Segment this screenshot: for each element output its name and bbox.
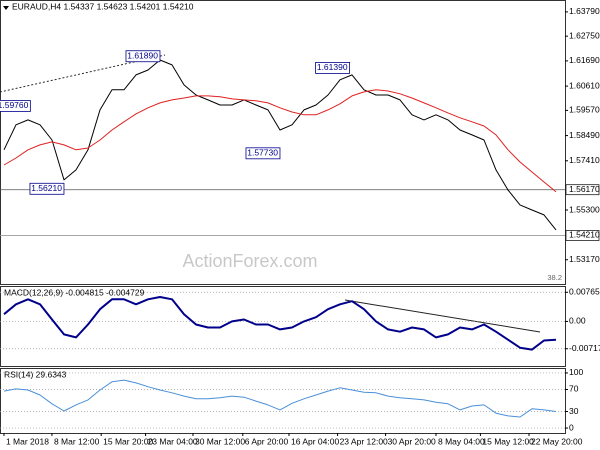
- series-line: [3, 296, 557, 351]
- level-label: 1.54210: [569, 230, 600, 240]
- y-tick-label: 0.00765: [569, 287, 600, 297]
- y-tick-label: 1.61690: [569, 55, 600, 65]
- annotation-label: 1.56210: [31, 183, 62, 193]
- series-line: [3, 89, 557, 193]
- y-tick-label: -0.00717: [569, 343, 600, 353]
- annotation-box: [315, 62, 350, 74]
- level-label-box: [565, 184, 600, 196]
- menu-triangle: [3, 6, 9, 10]
- price-panel-frame: [0, 0, 566, 285]
- x-tick-label: 15 Mar 20:00: [103, 436, 153, 446]
- x-tick-label: 30 Apr 20:00: [388, 436, 436, 446]
- x-tick-label: 23 Apr 12:00: [340, 436, 388, 446]
- x-tick-label: 15 May 12:00: [482, 436, 534, 446]
- level-label: 1.56170: [569, 184, 600, 194]
- x-tick-label: 8 May 04:00: [438, 436, 485, 446]
- y-tick-label: 100: [569, 367, 583, 377]
- y-tick-label: 1.55300: [569, 204, 600, 214]
- fib-label: 38.2: [547, 273, 562, 282]
- y-tick-label: 30: [569, 406, 579, 416]
- annotation-label: 1.61890: [127, 50, 158, 60]
- x-tick-label: 23 Mar 04:00: [148, 436, 198, 446]
- x-tick-label: 6 Apr 20:00: [245, 436, 289, 446]
- y-tick-label: 1.53170: [569, 254, 600, 264]
- watermark: ActionForex.com: [182, 251, 317, 271]
- x-tick-label: 22 May 20:00: [531, 436, 583, 446]
- y-tick-label: 1.59570: [569, 105, 600, 115]
- y-tick-label: 0.00: [569, 316, 586, 326]
- annotation-box: [0, 100, 31, 112]
- y-tick-label: 0: [569, 422, 574, 432]
- series-line: [3, 379, 557, 418]
- x-tick-label: 1 Mar 2018: [6, 436, 49, 446]
- series-line: [3, 59, 557, 231]
- annotation-box: [125, 50, 161, 63]
- x-tick-label: 30 Mar 12:00: [195, 436, 245, 446]
- x-tick-label: 16 Apr 04:00: [291, 436, 339, 446]
- y-tick-label: 1.62750: [569, 30, 600, 40]
- y-tick-label: 70: [569, 384, 579, 394]
- annotation-label: 1.61390: [317, 62, 348, 72]
- y-tick-label: 1.60610: [569, 80, 600, 90]
- rsi-panel-frame: [0, 368, 566, 434]
- annotation-label: 1.59760: [0, 100, 29, 110]
- panel-title: RSI(14) 29.6343: [4, 369, 67, 379]
- y-tick-label: 1.57410: [569, 155, 600, 165]
- annotation-box: [29, 182, 65, 195]
- macd-panel-frame: [0, 286, 566, 367]
- level-label-box: [565, 230, 600, 241]
- panel-title: EURAUD,H4 1.54337 1.54623 1.54201 1.5421…: [12, 1, 194, 11]
- macd-trend-line: [344, 299, 541, 333]
- annotation-label: 1.57730: [247, 148, 278, 158]
- y-tick-label: 1.63790: [569, 6, 600, 16]
- x-tick-label: 8 Mar 12:00: [54, 436, 100, 446]
- annotation-box: [245, 147, 281, 160]
- y-tick-label: 1.58490: [569, 130, 600, 140]
- panel-title: MACD(12,26,9) -0.004815 -0.004729: [4, 287, 145, 297]
